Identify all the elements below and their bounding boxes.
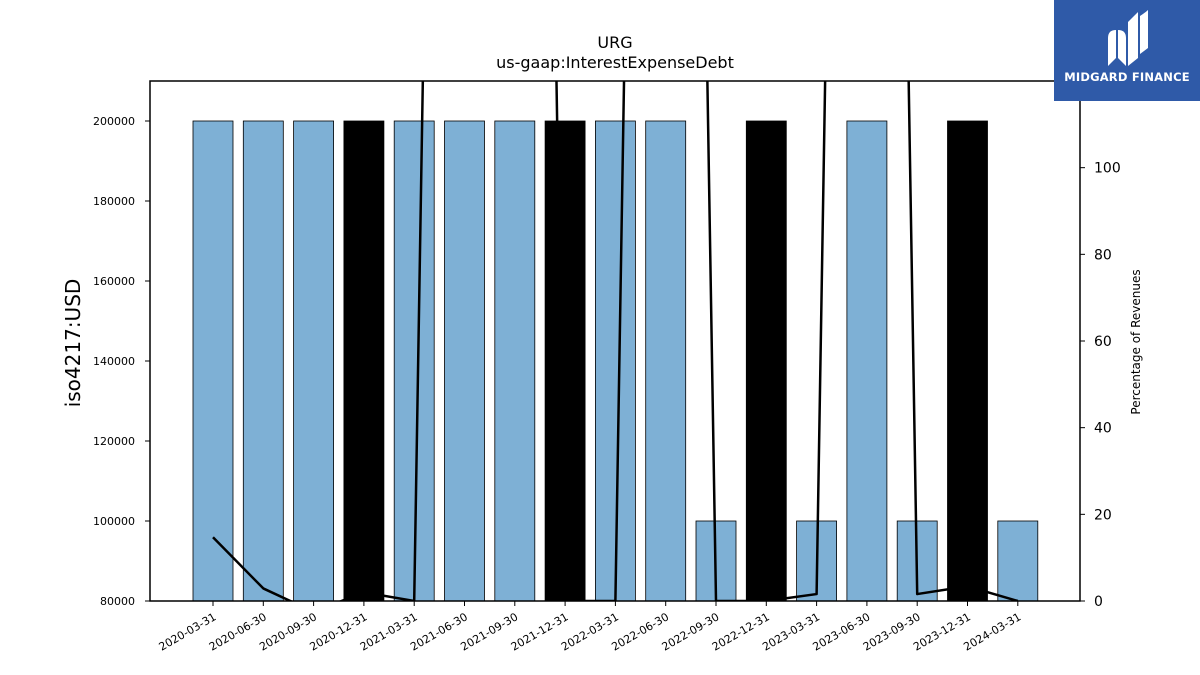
bar-2022-12-31 xyxy=(745,120,787,602)
bar-2021-06-30 xyxy=(444,120,485,602)
chart-subtitle: us-gaap:InterestExpenseDebt xyxy=(496,53,734,72)
bar-2020-03-31 xyxy=(192,120,234,602)
bar-2020-06-30 xyxy=(242,120,284,602)
line-layer xyxy=(212,81,1019,601)
percentage-line xyxy=(212,81,1019,601)
y2-tick-label: 0 xyxy=(1094,594,1103,610)
y2-tick-label: 100 xyxy=(1094,161,1121,177)
bar-2024-03-31 xyxy=(997,520,1039,602)
y2-tick-label: 20 xyxy=(1094,507,1112,523)
y-axis-label: iso4217:USD xyxy=(61,279,85,408)
y-tick-label: 140000 xyxy=(93,355,135,368)
y2-axis-label: Percentage of Revenues xyxy=(1129,269,1143,414)
y-tick-label: 80000 xyxy=(100,595,135,608)
bar-2020-09-30 xyxy=(293,120,335,602)
midgard-logo-icon xyxy=(1108,10,1148,66)
bar-2022-06-30 xyxy=(645,120,687,602)
y2-tick-label: 60 xyxy=(1094,334,1112,350)
bar-2023-12-31 xyxy=(947,120,988,602)
chart-title: URG xyxy=(597,33,632,52)
bar-2021-09-30 xyxy=(494,120,536,602)
y-axis-left: 80000 100000 120000 140000 160000 180000 20000… xyxy=(93,115,150,608)
bar-2023-06-30 xyxy=(846,120,888,602)
y2-tick-label: 80 xyxy=(1094,247,1112,263)
brand-name: MIDGARD FINANCE xyxy=(1064,70,1190,84)
y-tick-label: 120000 xyxy=(93,435,135,448)
y-tick-label: 180000 xyxy=(93,195,135,208)
y2-tick-label: 40 xyxy=(1094,421,1112,437)
bar-2021-03-31 xyxy=(393,120,435,602)
y-tick-label: 160000 xyxy=(93,275,135,288)
bar-group xyxy=(192,120,1039,602)
y-axis-right: 0 20 40 60 80 100 xyxy=(1080,161,1121,610)
x-axis: 2020-03-312020-06-302020-09-302020-12-31… xyxy=(157,601,1023,654)
bar-2020-12-31 xyxy=(343,120,385,602)
y-tick-label: 100000 xyxy=(93,515,135,528)
bar-2021-12-31 xyxy=(544,120,586,602)
y-tick-label: 200000 xyxy=(93,115,135,128)
brand-logo: MIDGARD FINANCE xyxy=(1054,0,1200,101)
x-tick-label: 2024-03-31 xyxy=(961,610,1023,653)
